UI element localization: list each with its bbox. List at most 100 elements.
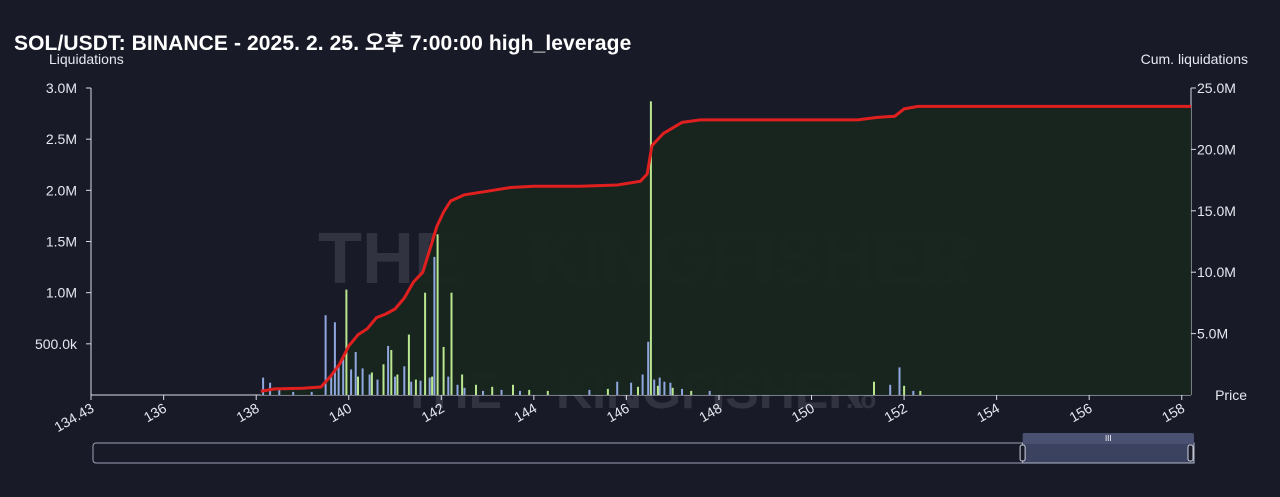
cumulative-fill-layer — [260, 106, 1191, 396]
liquidation-bar — [407, 334, 410, 395]
y-tick-label: 1.5M — [46, 234, 77, 250]
liquidation-bar — [403, 366, 406, 395]
liquidation-bar — [333, 322, 336, 395]
liquidation-bar — [310, 391, 313, 395]
liquidation-bar — [919, 390, 922, 395]
liquidation-bar — [361, 368, 364, 395]
liquidation-bar — [450, 292, 453, 395]
liquidation-bar — [428, 377, 431, 395]
liquidation-bar — [433, 256, 436, 395]
liquidation-bar — [903, 385, 906, 395]
y-tick-label: 2.5M — [46, 131, 77, 147]
liquidation-bar — [873, 381, 875, 395]
liquidation-bar — [637, 386, 639, 395]
x-tick-label: 140 — [326, 400, 354, 426]
liquidation-bar — [447, 376, 450, 395]
liquidation-bar — [436, 234, 439, 395]
cumulative-line — [260, 104, 1191, 393]
liquidation-bar — [431, 376, 434, 395]
liquidation-bar — [588, 389, 591, 395]
y-tick-label: 2.0M — [46, 182, 77, 198]
liquidation-bar — [262, 377, 265, 395]
liquidation-bar — [419, 380, 422, 395]
range-slider-drag-tab[interactable] — [1022, 433, 1194, 444]
liquidation-bar — [278, 389, 281, 395]
liquidation-bar — [330, 374, 333, 395]
x-tick-label: 154 — [974, 400, 1002, 426]
y2-tick-label: 15.0M — [1197, 203, 1236, 219]
liquidation-bar — [376, 379, 379, 395]
liquidation-bar — [641, 374, 644, 395]
liquidation-bar — [681, 388, 683, 395]
cumulative-area — [260, 106, 1191, 396]
x-tick-label: 136 — [141, 400, 169, 426]
liquidation-bar — [337, 364, 340, 395]
liquidation-bar — [410, 381, 413, 395]
range-slider[interactable]: III — [92, 433, 1195, 464]
liquidation-bar — [512, 384, 514, 395]
liquidation-bar — [500, 389, 503, 395]
liquidation-bar — [482, 390, 484, 395]
x-tick-label: 158 — [1159, 400, 1187, 426]
liquidation-bar — [669, 382, 672, 395]
liquidation-bar — [528, 389, 531, 395]
left-y-ticks: 500.0k 1.0M 1.5M 2.0M 2.5M 3.0M — [35, 80, 91, 352]
y-tick-label: 1.0M — [46, 285, 77, 301]
liquidation-bar — [461, 374, 464, 395]
y2-tick-label: 20.0M — [1197, 141, 1236, 157]
liquidation-bar — [546, 390, 549, 395]
liquidation-bar — [463, 387, 466, 395]
liquidation-bar — [370, 372, 373, 395]
liquidation-bar — [456, 384, 459, 395]
y2-tick-label: 5.0M — [1197, 326, 1228, 342]
liquidation-bar — [382, 364, 385, 395]
liquidation-bar — [292, 391, 295, 395]
range-slider-left-handle[interactable] — [1019, 444, 1026, 462]
liquidation-bar — [442, 346, 445, 395]
liquidation-bar — [424, 292, 427, 395]
liquidation-bar — [396, 374, 399, 395]
x-tick-label: 144 — [511, 400, 539, 426]
liquidation-bar — [345, 289, 348, 395]
liquidation-bar — [649, 101, 652, 396]
liquidation-bar — [350, 369, 353, 395]
liquidation-bar — [647, 341, 650, 395]
x-tick-label: 138 — [233, 400, 261, 426]
liquidation-bar — [690, 390, 693, 395]
liquidation-bar — [630, 382, 633, 395]
liquidation-bar — [390, 350, 393, 395]
liquidation-bar — [414, 379, 417, 395]
liquidation-bar — [491, 386, 494, 395]
liquidation-bar — [368, 374, 371, 395]
y2-tick-label: 25.0M — [1197, 80, 1236, 96]
range-slider-window[interactable] — [1022, 442, 1195, 464]
liquidation-bar — [656, 385, 659, 395]
y-tick-label: 500.0k — [35, 336, 78, 352]
liquidation-bar — [606, 388, 609, 395]
y-tick-label: 3.0M — [46, 80, 77, 96]
liquidation-bar — [671, 387, 674, 395]
liquidation-bar — [394, 376, 396, 395]
range-slider-right-handle[interactable] — [1187, 444, 1194, 462]
y2-axis-label: Cum. liquidations — [1141, 51, 1248, 67]
x-tick-label: 152 — [881, 400, 909, 426]
liquidation-bar — [616, 381, 619, 395]
liquidation-bar — [658, 377, 661, 395]
y-axis-label: Liquidations — [49, 51, 124, 67]
x-tick-label: 156 — [1066, 400, 1094, 426]
liquidation-bar — [898, 367, 901, 395]
liquidation-bar — [342, 359, 345, 395]
liquidation-bar — [387, 345, 390, 395]
liquidation-bar — [354, 352, 357, 395]
liquidation-bar — [663, 381, 666, 395]
liquidation-bar — [708, 390, 711, 395]
liquidation-bar — [653, 379, 656, 395]
cumulative-line-layer — [260, 104, 1191, 393]
right-y-ticks: 5.0M 10.0M 15.0M 20.0M 25.0M — [1191, 80, 1236, 342]
liquidation-bar — [912, 390, 915, 395]
range-slider-grip: III — [1105, 434, 1112, 443]
x-tick-label: 134.43 — [51, 400, 96, 435]
liquidation-bar — [889, 384, 892, 395]
liquidation-bar — [357, 376, 359, 395]
